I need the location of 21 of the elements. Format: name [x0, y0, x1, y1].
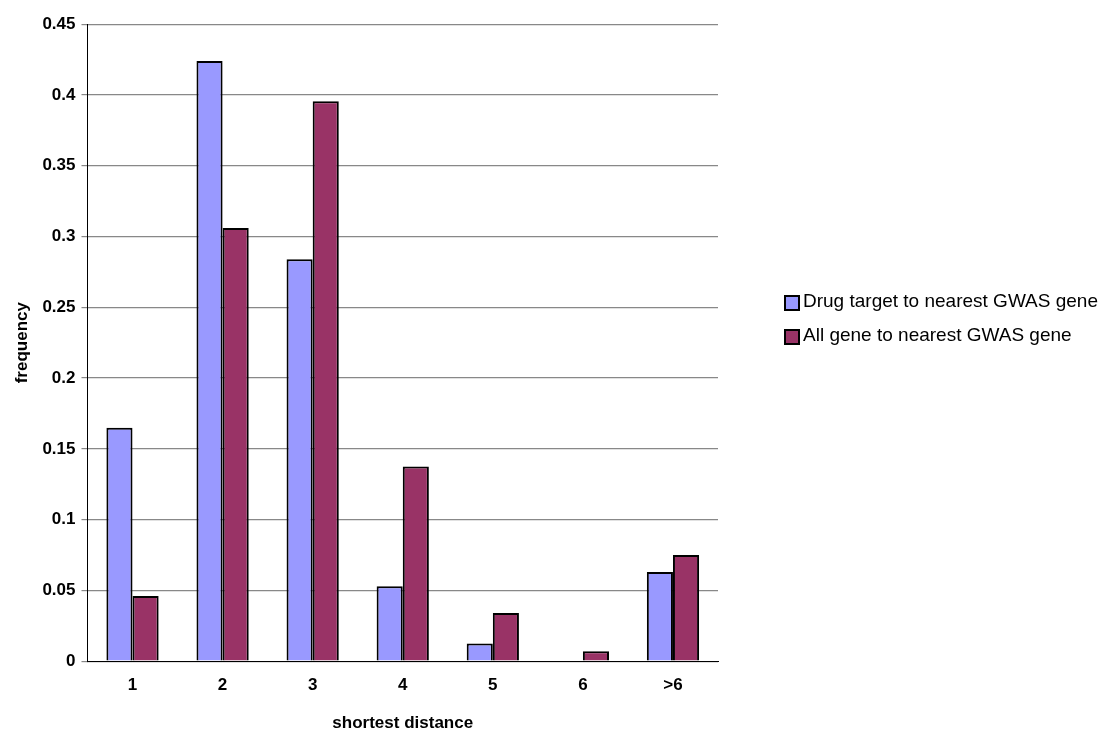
x-tick-label: 6 [578, 675, 588, 695]
y-tick-label: 0 [66, 650, 76, 670]
x-tick-label: 4 [398, 675, 409, 695]
x-tick-label: >6 [663, 675, 683, 695]
y-tick-label: 0.1 [51, 509, 76, 529]
x-tick-label: 2 [217, 675, 228, 695]
y-axis-title: frequency [11, 301, 31, 384]
y-tick-label: 0.2 [51, 367, 76, 387]
y-tick-label: 0.4 [51, 84, 77, 104]
y-tick-label: 0.05 [42, 580, 76, 600]
legend-label: Drug target to nearest GWAS gene [803, 290, 1099, 312]
y-tick-label: 0.15 [42, 438, 76, 458]
x-axis-title: shortest distance [332, 713, 474, 733]
y-tick-label: 0.3 [51, 226, 76, 246]
y-tick-label: 0.45 [42, 13, 76, 33]
legend-label: All gene to nearest GWAS gene [803, 324, 1072, 346]
y-tick-label: 0.35 [42, 155, 76, 175]
x-tick-label: 5 [488, 675, 498, 695]
x-tick-label: 3 [307, 675, 318, 695]
y-tick-label: 0.25 [42, 297, 76, 316]
x-tick-label: 1 [127, 675, 138, 695]
